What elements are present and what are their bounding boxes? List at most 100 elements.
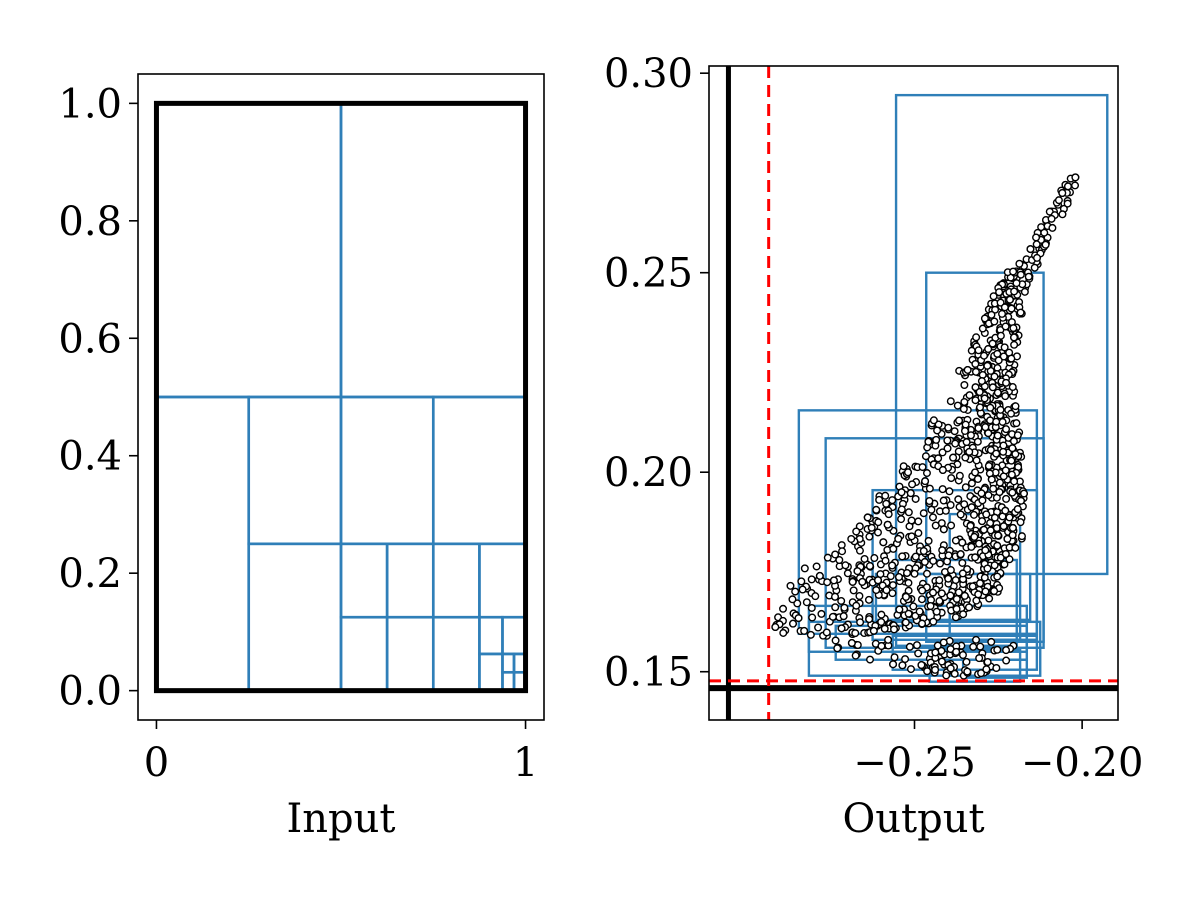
scatter-point [960,426,969,435]
scatter-point [1016,270,1025,279]
scatter-point [872,586,881,595]
scatter-point [863,513,872,522]
scatter-point [888,561,897,570]
scatter-point [980,351,989,360]
scatter-point [963,365,972,374]
scatter-point [964,603,973,612]
scatter-point [800,626,809,635]
scatter-point [932,607,941,616]
scatter-point [855,546,864,555]
scatter-point [981,587,990,596]
scatter-point [974,346,983,355]
scatter-point [947,521,956,530]
scatter-point [971,359,980,368]
scatter-point [968,582,977,591]
scatter-point [840,603,849,612]
scatter-point [951,536,960,545]
scatter-point [906,489,915,498]
x-tick-label: −0.25 [853,740,976,786]
scatter-point [882,586,891,595]
scatter-point [1005,295,1014,304]
scatter-point [806,630,815,639]
scatter-point [848,577,857,586]
scatter-point [1010,287,1019,296]
scatter-point [1000,343,1009,352]
scatter-point [971,367,980,376]
scatter-point [939,638,948,647]
scatter-point [798,585,807,594]
scatter-point [971,468,980,477]
scatter-point [907,532,916,541]
scatter-point [902,568,911,577]
scatter-point [1017,532,1026,541]
scatter-point [1011,402,1020,411]
scatter-point [966,521,975,530]
scatter-point [1001,549,1010,558]
scatter-point [907,516,916,525]
scatter-point [980,394,989,403]
scatter-point [954,495,963,504]
scatter-point [1002,646,1011,655]
scatter-point [977,377,986,386]
scatter-point [1007,456,1016,465]
scatter-point [1026,245,1035,254]
scatter-point [972,456,981,465]
scatter-point [922,569,931,578]
scatter-point [807,603,816,612]
scatter-point [977,669,986,678]
scatter-point [975,579,984,588]
scatter-point [928,588,937,597]
scatter-point [1058,210,1067,219]
scatter-point [841,561,850,570]
scatter-point [1013,431,1022,440]
scatter-point [917,661,926,670]
scatter-point [943,436,952,445]
scatter-point [921,477,930,486]
scatter-point [831,550,840,559]
scatter-point [929,416,938,425]
scatter-point [898,661,907,670]
scatter-point [914,517,923,526]
scatter-point [1002,378,1011,387]
scatter-point [923,667,932,676]
scatter-point [807,575,816,584]
scatter-point [924,536,933,545]
scatter-point [960,397,969,406]
scatter-point [895,605,904,614]
scatter-point [942,671,951,680]
right-axes-frame [708,65,1119,721]
scatter-point [904,508,913,517]
scatter-point [951,576,960,585]
scatter-point [984,491,993,500]
scatter-point [1001,506,1010,515]
scatter-point [989,484,998,493]
scatter-point [946,664,955,673]
partition-box [339,615,389,692]
scatter-point [903,468,912,477]
scatter-point [897,505,906,514]
partition-box [155,395,251,692]
scatter-point [822,628,831,637]
scatter-point [955,471,964,480]
scatter-point [938,546,947,555]
scatter-point [886,572,895,581]
scatter-point [802,598,811,607]
scatter-point [992,417,1001,426]
scatter-point [944,423,953,432]
scatter-point [865,615,874,624]
scatter-point [990,586,999,595]
scatter-point [943,444,952,453]
scatter-point [897,488,906,497]
scatter-point [1007,304,1016,313]
scatter-point [873,528,882,537]
scatter-point [911,552,920,561]
scatter-point [1008,531,1017,540]
scatter-point [946,501,955,510]
scatter-point [979,525,988,534]
scatter-point [995,478,1004,487]
scatter-point [927,505,936,514]
scatter-point [1071,173,1080,182]
partition-box [478,542,527,619]
scatter-point [1058,189,1067,198]
scatter-point [1011,543,1020,552]
